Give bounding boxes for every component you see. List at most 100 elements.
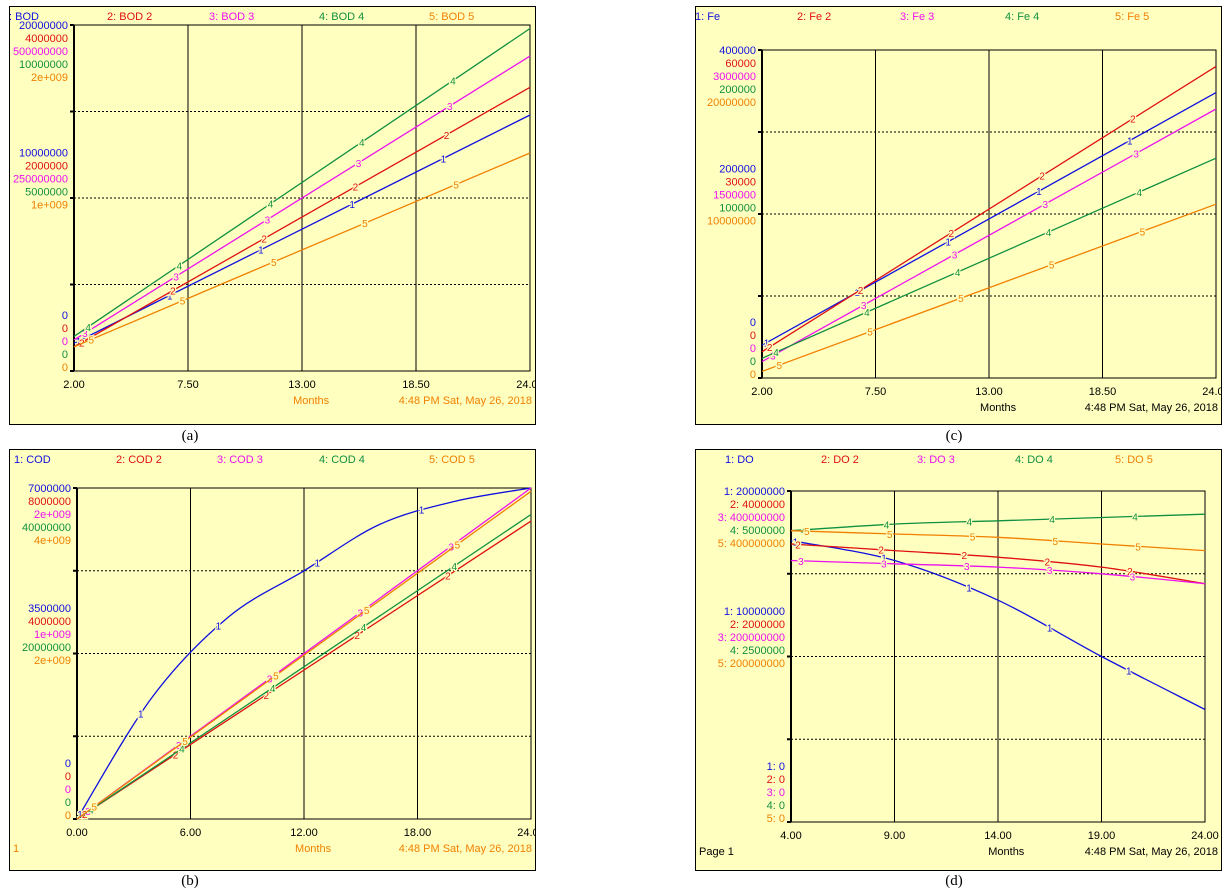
y-axis-label-3: 250000000	[13, 173, 68, 185]
series-marker-2: 2	[354, 631, 360, 642]
series-marker-4: 4	[1132, 512, 1138, 523]
y-axis-label-5: 4e+009	[34, 535, 71, 547]
y-axis-label-5: 10000000	[707, 215, 756, 227]
series-marker-1: 1	[76, 337, 82, 348]
y-axis-label-4: 200000	[719, 84, 756, 96]
y-axis-label-2: 0	[65, 771, 71, 783]
series-marker-1: 1	[855, 288, 861, 299]
y-axis-label-2: 2: 2000000	[730, 619, 785, 631]
series-marker-3: 3	[798, 557, 804, 568]
series-marker-4: 4	[1136, 188, 1142, 199]
legend-item-5: 5: BOD 5	[429, 11, 474, 23]
legend-item-2: 2: Fe 2	[797, 11, 831, 23]
y-axis-label-2: 4000000	[25, 33, 68, 45]
y-axis-label-4: 4: 5000000	[730, 525, 785, 537]
series-marker-2: 2	[858, 286, 864, 297]
y-axis-label-4: 4: 0	[767, 800, 785, 812]
legend-item-3: 3: Fe 3	[900, 11, 934, 23]
legend-item-3: 3: COD 3	[217, 454, 263, 466]
series-line-3	[790, 559, 1206, 585]
y-axis-label-5: 5: 400000000	[718, 538, 785, 550]
y-axis-label-1: 10000000	[19, 147, 68, 159]
x-axis-label: Months	[293, 395, 330, 407]
series-marker-5: 5	[804, 527, 810, 538]
series-marker-4: 4	[450, 77, 456, 88]
legend-item-1: 1: COD	[14, 454, 51, 466]
x-tick-label: 12.00	[290, 827, 318, 839]
y-axis-label-1: 3500000	[28, 603, 71, 615]
chart-svg-a: : BOD 2: BOD 2 3: BOD 3 4: BOD 4 5: BOD 5200…	[9, 6, 536, 425]
series-line-4	[76, 513, 532, 820]
series-marker-3: 3	[356, 159, 362, 170]
series-marker-3: 3	[952, 250, 958, 261]
series-marker-3: 3	[265, 216, 271, 227]
series-marker-2: 2	[767, 343, 773, 354]
legend-item-1: 1: Fe	[695, 11, 720, 23]
x-tick-label: 19.00	[1088, 830, 1116, 842]
panel-background	[695, 449, 1222, 871]
series-marker-2: 2	[444, 131, 450, 142]
series-line-4	[73, 27, 531, 337]
series-marker-1: 1	[1036, 187, 1042, 198]
y-axis-label-3: 3: 200000000	[718, 632, 785, 644]
y-axis-label-1: 400000	[719, 45, 756, 57]
series-marker-3: 3	[82, 329, 88, 340]
legend-item-3: 3: BOD 3	[209, 11, 254, 23]
series-marker-1: 1	[1047, 623, 1053, 634]
timestamp-label: 4:48 PM Sat, May 26, 2018	[1085, 846, 1218, 858]
x-tick-label: 6.00	[180, 827, 201, 839]
series-marker-5: 5	[362, 219, 368, 230]
y-axis-label-5: 20000000	[707, 97, 756, 109]
series-marker-5: 5	[1052, 537, 1058, 548]
series-marker-2: 2	[949, 229, 955, 240]
y-axis-label-5: 5: 200000000	[718, 658, 785, 670]
series-marker-1: 1	[966, 583, 972, 594]
y-axis-label-3: 0	[65, 784, 71, 796]
x-axis-label: Months	[988, 846, 1025, 858]
series-line-5	[73, 152, 531, 348]
series-marker-5: 5	[364, 606, 370, 617]
y-axis-label-5: 1e+009	[31, 199, 68, 211]
series-marker-1: 1	[258, 246, 264, 257]
timestamp-label: 4:48 PM Sat, May 26, 2018	[1085, 402, 1218, 414]
series-marker-5: 5	[867, 328, 873, 339]
series-marker-4: 4	[361, 623, 367, 634]
series-marker-4: 4	[85, 323, 91, 334]
series-marker-3: 3	[861, 301, 867, 312]
series-marker-3: 3	[173, 272, 179, 283]
series-marker-5: 5	[89, 335, 95, 346]
caption-a: (a)	[181, 428, 199, 444]
legend-item-4: 4: Fe 4	[1005, 11, 1039, 23]
legend-item-5: 5: COD 5	[429, 454, 475, 466]
series-marker-5: 5	[271, 258, 277, 269]
y-axis-label-2: 2000000	[25, 160, 68, 172]
series-marker-4: 4	[88, 806, 94, 817]
y-axis-label-5: 5: 0	[767, 813, 785, 825]
y-axis-label-1: 1: 0	[767, 761, 785, 773]
series-marker-4: 4	[451, 562, 457, 573]
series-marker-4: 4	[1046, 228, 1052, 239]
series-marker-3: 3	[176, 741, 182, 752]
legend-item-4: 4: BOD 4	[319, 11, 364, 23]
y-axis-label-2: 4000000	[28, 616, 71, 628]
series-marker-5: 5	[887, 530, 893, 541]
chart-svg-c: 1: Fe 2: Fe 2 3: Fe 3 4: Fe 4 5: Fe 54000006…	[695, 6, 1222, 425]
series-marker-1: 1	[1127, 137, 1133, 148]
series-marker-1: 1	[441, 154, 447, 165]
y-axis-label-2: 8000000	[28, 496, 71, 508]
series-marker-1: 1	[793, 537, 799, 548]
x-tick-label: 24.00	[516, 379, 536, 391]
series-marker-2: 2	[961, 551, 967, 562]
y-axis-label-3: 1e+009	[34, 629, 71, 641]
series-marker-4: 4	[268, 200, 274, 211]
series-line-1	[73, 114, 531, 344]
series-line-4	[761, 157, 1217, 359]
x-tick-label: 7.50	[865, 386, 886, 398]
y-axis-label-2: 60000	[725, 58, 756, 70]
series-line-1	[76, 487, 532, 820]
series-marker-2: 2	[878, 546, 884, 557]
series-marker-1: 1	[349, 200, 355, 211]
legend-item-2: 2: COD 2	[116, 454, 162, 466]
page-label: 1	[13, 843, 19, 855]
series-marker-1: 1	[77, 810, 83, 821]
